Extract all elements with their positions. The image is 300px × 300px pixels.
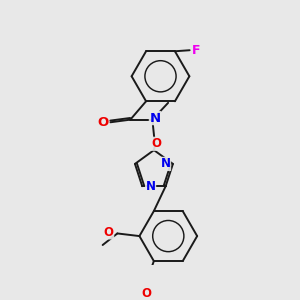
Text: N: N bbox=[146, 180, 156, 193]
Text: O: O bbox=[151, 137, 161, 150]
Text: N: N bbox=[149, 112, 161, 124]
Text: N: N bbox=[160, 158, 171, 170]
Text: O: O bbox=[141, 287, 151, 300]
Text: F: F bbox=[192, 44, 201, 57]
Text: O: O bbox=[104, 226, 114, 239]
Text: O: O bbox=[98, 116, 109, 129]
